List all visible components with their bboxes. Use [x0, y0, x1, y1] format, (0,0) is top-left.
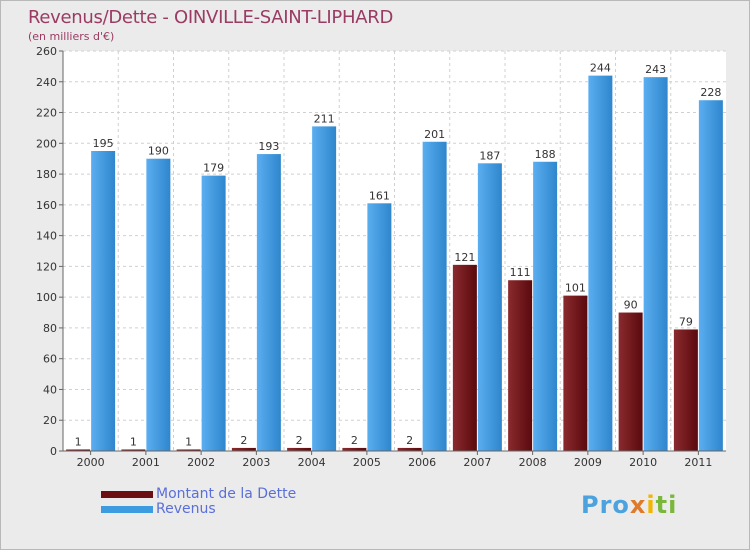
bar-dette-2000 — [66, 449, 91, 451]
x-tick-label-2006: 2006 — [408, 456, 436, 469]
axis-layer: 0 20 40 60 80 100 120 140 160 180 200 220 240 260 2000… — [36, 45, 726, 469]
y-tick-label: 160 — [36, 199, 57, 212]
y-tick-label: 20 — [43, 414, 57, 427]
bar-revenus-2008 — [533, 161, 558, 451]
x-tick-label-2000: 2000 — [77, 456, 105, 469]
y-tick-label: 260 — [36, 45, 57, 58]
x-tick-label-2004: 2004 — [298, 456, 326, 469]
y-tick-label: 200 — [36, 137, 57, 150]
value-label-layer: 1 195 1 190 1 179 2 193 2 211 2 161 2 201 121 187 111 188… — [75, 62, 722, 449]
y-tick-label: 220 — [36, 107, 57, 120]
bar-dette-2005 — [342, 447, 367, 451]
x-tick-label-2005: 2005 — [353, 456, 381, 469]
logo-part-1: Pro — [581, 491, 630, 519]
x-tick-label-2010: 2010 — [629, 456, 657, 469]
value-label-dette-2003: 2 — [240, 434, 247, 447]
y-tick-label: 240 — [36, 76, 57, 89]
x-tick-label-2003: 2003 — [242, 456, 270, 469]
bar-dette-2011 — [673, 329, 698, 451]
value-label-dette-2006: 2 — [406, 434, 413, 447]
bar-revenus-2003 — [256, 154, 281, 452]
legend-label-revenus: Revenus — [156, 501, 216, 517]
value-label-dette-2011: 79 — [679, 315, 693, 328]
value-label-revenus-2003: 193 — [258, 140, 279, 153]
value-label-revenus-2008: 188 — [535, 148, 556, 161]
x-tick-label-2009: 2009 — [574, 456, 602, 469]
proxiti-logo: Proxiti — [581, 491, 677, 519]
bar-revenus-2005 — [367, 203, 392, 451]
value-label-revenus-2009: 244 — [590, 62, 611, 75]
x-tick-label-2008: 2008 — [519, 456, 547, 469]
value-label-dette-2004: 2 — [296, 434, 303, 447]
y-tick-label: 140 — [36, 230, 57, 243]
legend-label-dette: Montant de la Dette — [156, 486, 297, 502]
value-label-dette-2009: 101 — [565, 282, 586, 295]
bar-dette-2008 — [508, 280, 533, 451]
y-tick-label: 180 — [36, 168, 57, 181]
bar-dette-2004 — [287, 447, 312, 451]
bar-revenus-2004 — [312, 126, 337, 451]
y-tick-label: 0 — [50, 445, 57, 458]
value-label-revenus-2001: 190 — [148, 145, 169, 158]
bar-revenus-2010 — [643, 77, 668, 452]
bar-dette-2006 — [397, 447, 422, 451]
bar-revenus-2000 — [91, 151, 116, 451]
value-label-dette-2002: 1 — [185, 435, 192, 448]
value-label-revenus-2011: 228 — [700, 86, 721, 99]
bar-dette-2007 — [452, 264, 477, 451]
value-label-revenus-2004: 211 — [314, 112, 335, 125]
chart-subtitle: (en milliers d'€) — [28, 30, 115, 43]
bar-dette-2001 — [121, 449, 146, 451]
value-label-dette-2010: 90 — [624, 299, 638, 312]
value-label-revenus-2000: 195 — [93, 137, 114, 150]
bar-revenus-2006 — [422, 141, 447, 451]
bar-layer — [66, 75, 723, 452]
grid-layer — [63, 50, 726, 452]
legend-swatch-revenus — [101, 506, 153, 513]
bar-revenus-2007 — [477, 163, 502, 452]
y-tick-label: 60 — [43, 353, 57, 366]
legend-swatch-dette — [101, 491, 153, 498]
value-label-revenus-2002: 179 — [203, 162, 224, 175]
y-tick-label: 40 — [43, 383, 57, 396]
x-tick-label-2011: 2011 — [684, 456, 712, 469]
value-label-dette-2000: 1 — [75, 435, 82, 448]
x-tick-label-2007: 2007 — [463, 456, 491, 469]
value-label-dette-2007: 121 — [454, 251, 475, 264]
value-label-dette-2008: 111 — [510, 266, 531, 279]
value-label-revenus-2007: 187 — [479, 149, 500, 162]
bar-revenus-2011 — [698, 100, 723, 451]
y-tick-label: 80 — [43, 322, 57, 335]
bar-dette-2003 — [231, 447, 256, 451]
x-tick-label-2001: 2001 — [132, 456, 160, 469]
bar-revenus-2009 — [588, 75, 613, 451]
value-label-dette-2001: 1 — [130, 435, 137, 448]
bar-dette-2010 — [618, 312, 643, 451]
chart-title: Revenus/Dette - OINVILLE-SAINT-LIPHARD — [28, 7, 394, 28]
value-label-revenus-2010: 243 — [645, 63, 666, 76]
logo-part-4: ti — [655, 491, 678, 519]
y-tick-label: 100 — [36, 291, 57, 304]
value-label-dette-2005: 2 — [351, 434, 358, 447]
bar-dette-2009 — [563, 295, 588, 451]
bar-revenus-2001 — [146, 158, 171, 451]
bar-dette-2002 — [176, 449, 201, 451]
x-tick-label-2002: 2002 — [187, 456, 215, 469]
logo-part-3: i — [646, 491, 656, 519]
logo-part-2: x — [629, 491, 647, 519]
value-label-revenus-2006: 201 — [424, 128, 445, 141]
y-tick-label: 120 — [36, 260, 57, 273]
value-label-revenus-2005: 161 — [369, 189, 390, 202]
bar-revenus-2002 — [201, 175, 226, 451]
